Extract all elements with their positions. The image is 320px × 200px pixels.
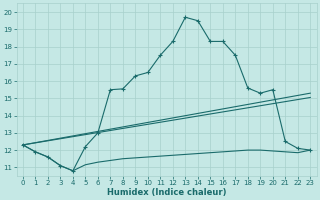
- X-axis label: Humidex (Indice chaleur): Humidex (Indice chaleur): [107, 188, 226, 197]
